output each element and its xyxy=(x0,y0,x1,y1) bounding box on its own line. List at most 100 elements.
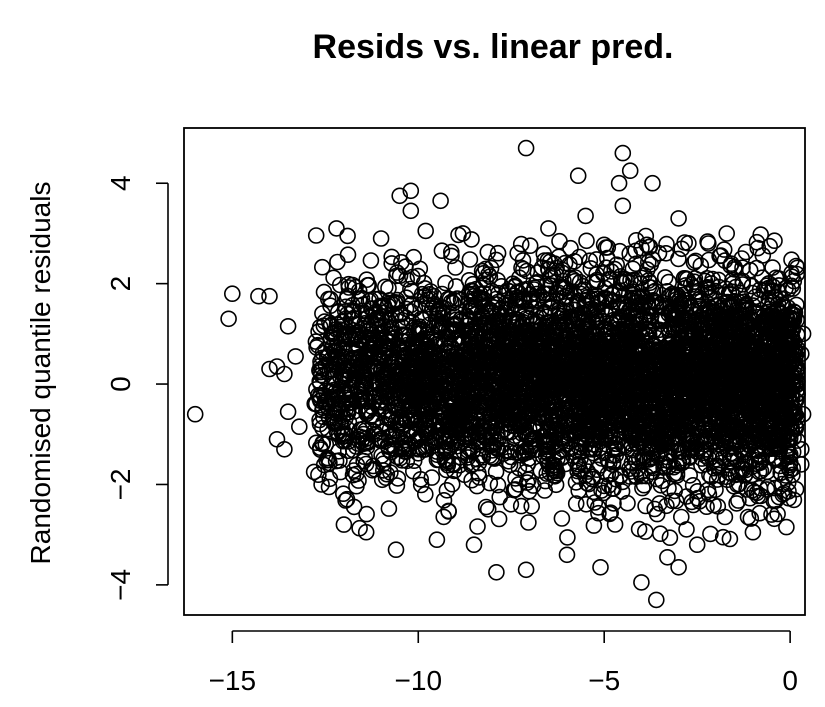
data-point xyxy=(769,437,787,454)
data-point xyxy=(317,341,334,359)
data-point xyxy=(702,299,719,317)
data-point xyxy=(602,504,620,522)
data-point xyxy=(337,492,354,509)
data-point xyxy=(354,366,372,384)
data-point xyxy=(628,434,646,452)
data-point xyxy=(673,240,691,258)
data-point xyxy=(619,494,636,512)
data-point xyxy=(489,411,507,428)
data-point xyxy=(715,376,733,393)
data-point xyxy=(520,482,538,500)
data-point xyxy=(313,258,331,276)
data-point xyxy=(532,301,550,319)
data-point xyxy=(392,415,409,432)
data-point xyxy=(345,403,363,420)
data-point xyxy=(677,277,694,294)
data-point xyxy=(404,462,422,480)
data-point xyxy=(430,301,447,319)
data-point xyxy=(489,476,507,494)
data-point xyxy=(325,370,343,388)
data-point xyxy=(785,311,803,329)
data-point xyxy=(472,419,490,437)
data-point xyxy=(392,305,410,323)
data-point xyxy=(775,484,793,502)
data-point xyxy=(658,282,676,300)
data-point xyxy=(622,463,640,480)
data-point xyxy=(340,279,358,296)
data-point xyxy=(651,321,668,339)
data-point xyxy=(614,473,632,491)
data-point xyxy=(349,351,367,368)
data-point xyxy=(479,243,497,261)
data-point xyxy=(667,492,685,510)
data-point xyxy=(322,290,339,308)
data-point xyxy=(318,451,335,469)
data-point xyxy=(577,495,595,513)
data-point xyxy=(482,259,500,277)
data-point xyxy=(372,360,390,378)
data-point xyxy=(660,479,677,497)
data-point xyxy=(377,469,395,487)
data-point xyxy=(517,463,534,481)
data-point xyxy=(461,350,479,368)
data-point xyxy=(570,439,588,456)
data-point xyxy=(322,316,340,334)
data-point xyxy=(339,246,357,263)
data-point xyxy=(700,281,717,299)
data-point xyxy=(426,355,443,373)
data-point xyxy=(577,467,594,485)
data-point xyxy=(640,278,658,296)
data-point xyxy=(566,252,583,270)
data-point xyxy=(463,339,480,357)
data-point xyxy=(388,477,406,494)
data-point xyxy=(606,516,624,533)
data-point xyxy=(585,517,603,534)
data-point xyxy=(500,356,517,374)
data-point xyxy=(482,318,500,335)
data-point xyxy=(715,389,732,407)
data-point xyxy=(547,462,565,480)
data-point xyxy=(656,269,674,286)
data-point xyxy=(469,518,486,535)
data-point xyxy=(444,395,461,413)
data-point xyxy=(477,498,495,516)
data-point xyxy=(528,273,546,291)
data-point xyxy=(605,495,622,512)
data-point xyxy=(575,281,593,299)
data-point xyxy=(521,237,539,254)
data-point xyxy=(443,475,461,493)
data-point xyxy=(360,276,378,294)
data-point xyxy=(760,275,778,292)
data-point xyxy=(699,354,717,372)
data-point xyxy=(437,274,454,292)
data-point xyxy=(644,283,662,301)
data-point xyxy=(361,321,379,339)
data-point xyxy=(442,243,460,261)
data-point xyxy=(520,514,537,531)
data-point xyxy=(393,253,410,271)
data-point xyxy=(787,418,804,436)
data-point xyxy=(566,403,584,421)
data-point xyxy=(377,314,395,331)
data-point xyxy=(568,361,585,379)
data-point xyxy=(524,477,542,494)
data-point xyxy=(470,392,487,409)
data-point xyxy=(315,367,333,385)
data-point xyxy=(571,461,589,478)
data-point xyxy=(462,321,480,339)
data-point xyxy=(725,416,743,434)
data-point xyxy=(432,356,450,374)
data-point xyxy=(545,449,562,467)
data-point xyxy=(343,303,361,320)
y-axis-label: Randomised quantile residuals xyxy=(25,182,56,565)
data-point xyxy=(623,454,641,472)
data-point xyxy=(339,287,356,305)
data-point xyxy=(325,269,342,287)
data-point xyxy=(751,504,769,522)
data-point xyxy=(416,280,434,297)
data-point xyxy=(414,321,432,339)
data-point xyxy=(658,497,675,515)
data-point xyxy=(687,252,704,270)
data-point xyxy=(559,529,576,546)
data-point xyxy=(562,269,580,287)
